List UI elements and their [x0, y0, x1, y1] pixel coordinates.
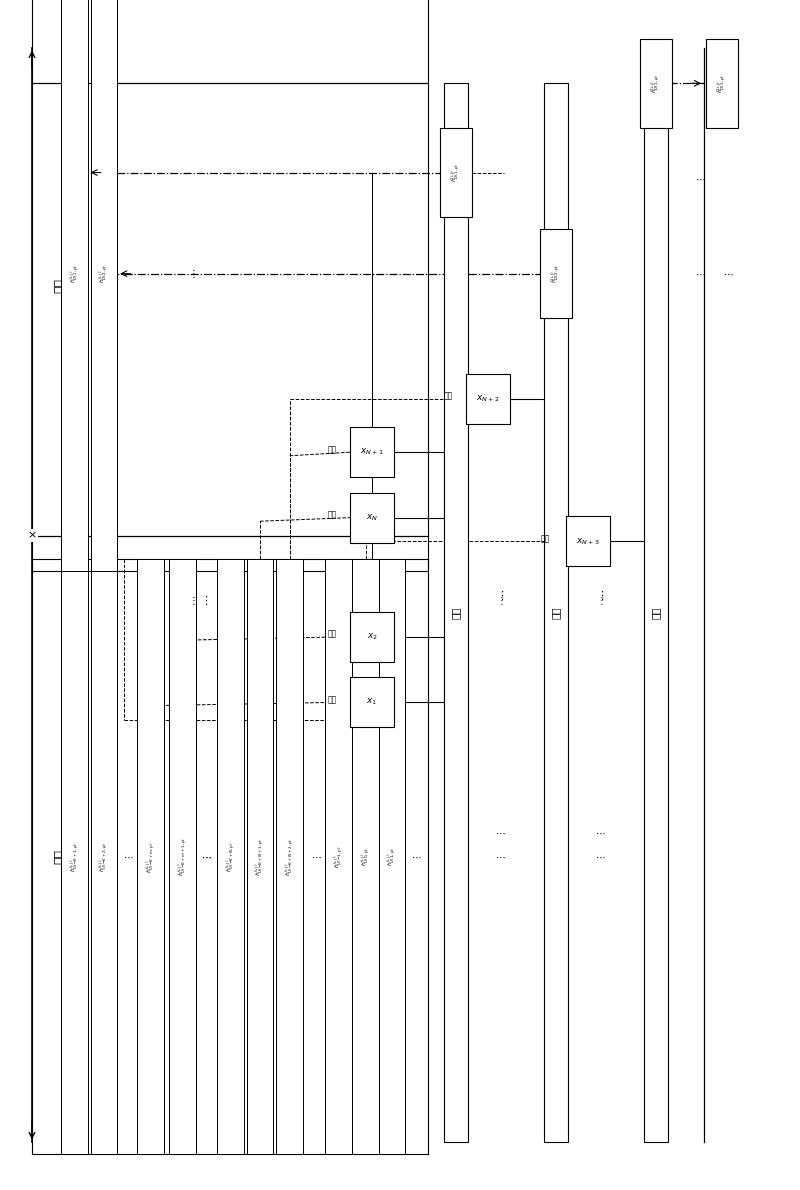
Text: 组合: 组合	[327, 511, 337, 520]
Bar	[217, 559, 243, 1154]
Text: $\cdots$: $\cdots$	[594, 852, 606, 862]
Text: $\cdots$: $\cdots$	[594, 828, 606, 838]
Bar	[350, 493, 394, 543]
Text: $\cdots$: $\cdots$	[722, 79, 734, 88]
Text: $\bar{h}^{(i,j)}_{D(1,p)}$: $\bar{h}^{(i,j)}_{D(1,p)}$	[650, 74, 662, 93]
Text: $\times$: $\times$	[27, 531, 37, 540]
Text: 预测: 预测	[551, 607, 561, 619]
Text: $h^{(i,j)}_{U(-1,p)}$: $h^{(i,j)}_{U(-1,p)}$	[332, 846, 345, 868]
Text: $h^{(i,j)}_{U(-K+N+1,p)}$: $h^{(i,j)}_{U(-K+N+1,p)}$	[254, 838, 266, 876]
Bar	[91, 559, 118, 1154]
Bar	[640, 38, 672, 127]
Text: $\cdots$: $\cdots$	[201, 852, 212, 862]
Text: $\bar{h}^{(i,j)}_{D(1,p)}$: $\bar{h}^{(i,j)}_{D(1,p)}$	[450, 163, 462, 182]
Text: $\bar{h}^{(i,j)}_{D(1,p)}$: $\bar{h}^{(i,j)}_{D(1,p)}$	[715, 74, 728, 93]
Bar	[379, 559, 405, 1154]
Text: $x_{N+1}$: $x_{N+1}$	[360, 447, 384, 457]
Text: 组合: 组合	[327, 445, 337, 455]
Text: 组合: 组合	[541, 534, 550, 544]
Text: $\cdots$: $\cdots$	[310, 852, 322, 862]
Text: $h^{(i,j)}_{U(-K+1,p)}$: $h^{(i,j)}_{U(-K+1,p)}$	[68, 841, 81, 872]
Text: 预测: 预测	[651, 607, 661, 619]
Text: $\cdots$: $\cdots$	[694, 269, 706, 278]
Text: $x_{N+2}$: $x_{N+2}$	[476, 394, 500, 403]
Text: $\vdots$: $\vdots$	[596, 589, 604, 601]
Text: $x_1$: $x_1$	[366, 697, 378, 707]
Bar	[325, 559, 352, 1154]
Bar	[246, 559, 274, 1154]
Text: $\bar{h}^{(i,j)}_{D(2,p)}$: $\bar{h}^{(i,j)}_{D(2,p)}$	[550, 264, 562, 283]
Bar	[352, 559, 379, 1154]
Bar	[91, 0, 118, 571]
Bar	[350, 427, 394, 477]
Text: $h^{(i,j)}_{U(-K+m,p)}$: $h^{(i,j)}_{U(-K+m,p)}$	[144, 841, 157, 872]
Bar	[466, 374, 510, 424]
Text: 预测: 预测	[451, 607, 461, 619]
Text: $\vdots$: $\vdots$	[496, 589, 504, 601]
Text: $h^{(i,j)}_{U(0,p)}$: $h^{(i,j)}_{U(0,p)}$	[359, 847, 372, 866]
Text: $\vdots$: $\vdots$	[188, 268, 196, 280]
Bar	[566, 516, 610, 566]
Text: $x_2$: $x_2$	[366, 632, 378, 641]
Text: $h^{(i,j)}_{U(1,p)}$: $h^{(i,j)}_{U(1,p)}$	[386, 847, 398, 866]
Text: $h^{(i,j)}_{D(2,p)}$: $h^{(i,j)}_{D(2,p)}$	[98, 264, 110, 283]
Bar	[350, 612, 394, 662]
Text: $h^{(i,j)}_{U(-K+N,p)}$: $h^{(i,j)}_{U(-K+N,p)}$	[224, 841, 237, 872]
Bar	[61, 559, 88, 1154]
Bar	[544, 83, 568, 1142]
Text: $\cdots$: $\cdots$	[201, 852, 212, 862]
Text: $\cdots$: $\cdots$	[694, 174, 706, 183]
Text: $\cdots$: $\cdots$	[494, 828, 506, 838]
Text: $h^{(i,j)}_{U(-K+2,p)}$: $h^{(i,j)}_{U(-K+2,p)}$	[98, 841, 110, 872]
Bar	[540, 228, 572, 318]
Bar	[444, 83, 468, 1142]
Text: $\vdots$: $\vdots$	[596, 595, 604, 607]
Text: $\cdots$: $\cdots$	[122, 269, 134, 278]
Bar	[350, 677, 394, 727]
Bar	[706, 38, 738, 127]
Bar	[138, 559, 163, 1154]
Bar	[170, 559, 196, 1154]
Text: $x_{N+3}$: $x_{N+3}$	[576, 537, 600, 546]
Text: $\vdots$: $\vdots$	[188, 595, 196, 607]
Text: $\cdots$: $\cdots$	[410, 852, 422, 862]
Text: $\vdots$: $\vdots$	[200, 595, 208, 607]
Text: 组合: 组合	[327, 695, 337, 704]
Text: 组合: 组合	[443, 392, 453, 401]
Text: 下行: 下行	[54, 278, 66, 293]
Text: $\cdots$: $\cdots$	[722, 269, 734, 278]
Text: $\vdots$: $\vdots$	[496, 595, 504, 607]
Text: $h^{(i,j)}_{U(-K+m+1,p)}$: $h^{(i,j)}_{U(-K+m+1,p)}$	[176, 838, 189, 876]
Bar	[277, 559, 302, 1154]
Text: $h^{(i,j)}_{D(1,p)}$: $h^{(i,j)}_{D(1,p)}$	[68, 264, 81, 283]
Text: $x_N$: $x_N$	[366, 513, 378, 522]
Bar	[440, 127, 472, 217]
Text: 上行: 上行	[54, 850, 66, 864]
Bar	[644, 83, 668, 1142]
Bar	[61, 0, 88, 571]
Text: 组合: 组合	[327, 630, 337, 639]
Text: $h^{(i,j)}_{U(-K+N+2,p)}$: $h^{(i,j)}_{U(-K+N+2,p)}$	[283, 838, 296, 876]
Text: $\cdots$: $\cdots$	[122, 852, 134, 862]
Text: $\cdots$: $\cdots$	[494, 852, 506, 862]
